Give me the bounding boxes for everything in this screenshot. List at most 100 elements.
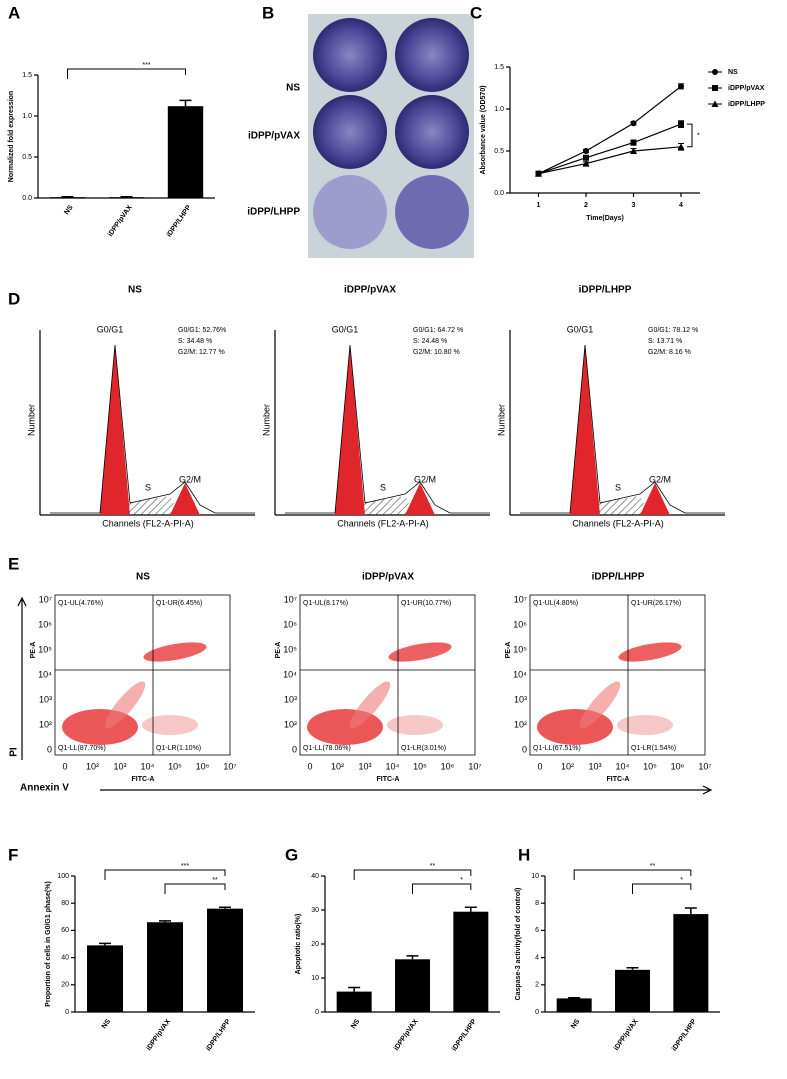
- event-cloud: [349, 681, 391, 729]
- y-tick-label: 10⁷: [284, 594, 297, 604]
- x-tick-label: 0: [307, 761, 312, 771]
- peak-label: G0/G1: [97, 324, 124, 334]
- x-axis-label: Time(Days): [586, 215, 624, 222]
- peak-label: S: [145, 482, 151, 492]
- x-tick-label: 10⁷: [698, 761, 711, 771]
- series-line: [538, 123, 682, 175]
- x-tick-label: iDPP/pVAX: [613, 1018, 640, 1052]
- x-tick-label: 10⁵: [643, 761, 657, 771]
- y-tick-label: 10⁴: [513, 669, 527, 679]
- peak-label: G2/M: [414, 474, 436, 484]
- quadrant-label: Q1-LR(1.54%): [631, 745, 676, 752]
- cycle-stat: S: 34.48 %: [178, 338, 212, 345]
- cycle-stat: G2/M: 12.77 %: [178, 349, 225, 356]
- x-tick-label: 10⁷: [223, 761, 236, 771]
- histogram-shape: [50, 344, 255, 514]
- y-tick-label: 0: [535, 1009, 539, 1016]
- x-axis-title: Annexin V: [20, 783, 69, 794]
- bar: [147, 922, 183, 1012]
- legend-marker: [711, 100, 719, 107]
- plot-title: NS: [128, 285, 142, 296]
- histogram-shape: [285, 344, 490, 514]
- x-axis-label: FITC-A: [377, 776, 400, 783]
- quadrant-label: Q1-UR(26.17%): [631, 600, 681, 607]
- plot-title: iDPP/LHPP: [579, 285, 632, 296]
- x-tick-label: 10⁶: [441, 761, 455, 771]
- y-tick-label: 10⁷: [39, 594, 52, 604]
- y-tick-label: 6: [535, 927, 539, 934]
- histogram-shape: [100, 345, 130, 515]
- y-tick-label: 0.0: [494, 190, 504, 197]
- significance-label: **: [650, 863, 656, 870]
- y-tick-label: 10⁶: [283, 619, 297, 629]
- significance-bracket: [573, 869, 692, 880]
- error-bar: [348, 986, 361, 992]
- peak-label: G0/G1: [332, 324, 359, 334]
- x-tick-label: 10²: [331, 761, 344, 771]
- y-axis-title: PI: [9, 747, 20, 757]
- plot-frame: [54, 594, 231, 756]
- series-line: [538, 85, 682, 175]
- plot-title: iDPP/pVAX: [344, 285, 396, 296]
- x-tick-label: 0: [537, 761, 542, 771]
- panel-letter: A: [8, 3, 20, 22]
- point: [630, 139, 637, 146]
- plot-title: iDPP/pVAX: [362, 572, 414, 583]
- y-tick-label: 0: [65, 1009, 69, 1016]
- x-tick-label: iDPP/LHPP: [205, 1018, 232, 1053]
- histogram-shape: [405, 483, 435, 515]
- x-tick-label: 10³: [358, 761, 371, 771]
- peak-label: S: [615, 482, 621, 492]
- panel-letter: E: [8, 554, 19, 573]
- x-tick-label: 0: [62, 761, 67, 771]
- significance-label: **: [430, 863, 436, 870]
- row-label: iDPP/pVAX: [248, 131, 300, 142]
- plot-title: NS: [136, 572, 150, 583]
- significance-label: *: [680, 877, 683, 884]
- x-tick-label: iDPP/pVAX: [107, 204, 134, 238]
- y-tick-label: 10⁵: [283, 644, 297, 654]
- y-tick-label: 10: [531, 873, 539, 880]
- y-axis-label: Number: [261, 404, 271, 436]
- histogram-shape: [335, 345, 365, 515]
- histogram-shape: [170, 483, 200, 515]
- y-tick-label: 10⁵: [38, 644, 52, 654]
- point: [630, 147, 637, 154]
- significance-label: *: [697, 132, 700, 139]
- bar: [615, 969, 650, 1012]
- bar: [108, 197, 145, 198]
- x-arrow: [100, 785, 713, 795]
- panel-letter: G: [285, 845, 298, 864]
- y-tick-label: 0.5: [494, 148, 504, 155]
- bar: [453, 911, 489, 1012]
- series-line: [538, 146, 682, 175]
- significance-label: *: [460, 877, 463, 884]
- point: [582, 160, 590, 167]
- row-label: NS: [286, 83, 300, 94]
- cycle-stat: G0/G1: 64.72 %: [413, 327, 463, 334]
- x-tick-label: 10⁴: [616, 761, 630, 771]
- quadrant-label: Q1-UR(6.45%): [156, 600, 202, 607]
- cycle-stat: G2/M: 8.16 %: [648, 349, 691, 356]
- quadrant-label: Q1-UL(8.17%): [303, 600, 348, 607]
- y-tick-label: 40: [311, 873, 319, 880]
- y-axis-label: Absorbance value (OD570): [480, 85, 487, 174]
- y-axis-label: Normalized fold expression: [8, 91, 15, 182]
- x-tick-label: NS: [570, 1018, 582, 1030]
- cycle-stat: G2/M: 10.80 %: [413, 349, 460, 356]
- y-tick-label: 10²: [514, 719, 527, 729]
- y-tick-label: 10²: [39, 719, 52, 729]
- y-tick-label: 10³: [39, 694, 52, 704]
- x-tick-label: 10⁶: [671, 761, 685, 771]
- y-tick-label: 10³: [284, 694, 297, 704]
- y-tick-label: 10³: [514, 694, 527, 704]
- y-tick-label: 10⁵: [513, 644, 527, 654]
- y-tick-label: 10⁶: [513, 619, 527, 629]
- x-tick-label: 2: [584, 202, 588, 209]
- histogram-shape: [120, 496, 180, 515]
- bar: [87, 945, 123, 1012]
- y-tick-label: 10⁷: [514, 594, 527, 604]
- x-tick-label: NS: [350, 1018, 362, 1030]
- point: [677, 143, 685, 150]
- significance-bracket: [412, 883, 472, 894]
